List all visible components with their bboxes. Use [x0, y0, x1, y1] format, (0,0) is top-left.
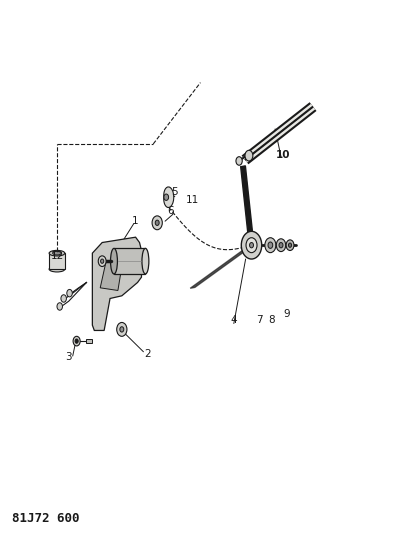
Circle shape — [117, 322, 127, 336]
Circle shape — [268, 242, 273, 248]
Polygon shape — [164, 187, 174, 207]
Circle shape — [245, 150, 253, 161]
Text: 1: 1 — [132, 216, 139, 226]
Circle shape — [98, 256, 106, 266]
Ellipse shape — [110, 248, 118, 274]
Text: 81J72 600: 81J72 600 — [12, 512, 79, 524]
Polygon shape — [190, 245, 254, 288]
Circle shape — [61, 295, 66, 302]
Circle shape — [265, 238, 276, 253]
Ellipse shape — [53, 252, 61, 255]
Circle shape — [155, 220, 159, 225]
Circle shape — [236, 157, 242, 165]
Text: 9: 9 — [284, 310, 290, 319]
Ellipse shape — [49, 266, 65, 272]
Circle shape — [152, 216, 162, 230]
Polygon shape — [100, 261, 122, 290]
Circle shape — [288, 243, 292, 247]
Text: 3: 3 — [66, 352, 72, 362]
Ellipse shape — [142, 248, 149, 274]
Circle shape — [101, 259, 104, 263]
Polygon shape — [114, 248, 145, 274]
Circle shape — [73, 336, 80, 346]
Polygon shape — [92, 237, 141, 330]
Polygon shape — [86, 339, 92, 343]
Circle shape — [279, 243, 283, 248]
Text: 8: 8 — [268, 315, 274, 325]
Circle shape — [67, 289, 72, 297]
Text: 11: 11 — [186, 195, 199, 205]
Text: 5: 5 — [172, 187, 178, 197]
Text: 7: 7 — [256, 315, 263, 325]
Text: 10: 10 — [276, 150, 290, 159]
Circle shape — [241, 231, 262, 259]
Circle shape — [250, 243, 253, 248]
Text: 2: 2 — [144, 350, 151, 359]
Text: 4: 4 — [231, 315, 237, 325]
Circle shape — [246, 238, 257, 253]
Ellipse shape — [49, 251, 65, 256]
Circle shape — [120, 327, 124, 332]
Text: 12: 12 — [50, 251, 64, 261]
Circle shape — [286, 240, 294, 251]
Text: 6: 6 — [168, 206, 174, 215]
Polygon shape — [241, 166, 254, 246]
Circle shape — [75, 339, 78, 343]
Circle shape — [57, 303, 62, 310]
Circle shape — [164, 194, 169, 200]
Circle shape — [276, 239, 286, 252]
Polygon shape — [49, 253, 65, 269]
